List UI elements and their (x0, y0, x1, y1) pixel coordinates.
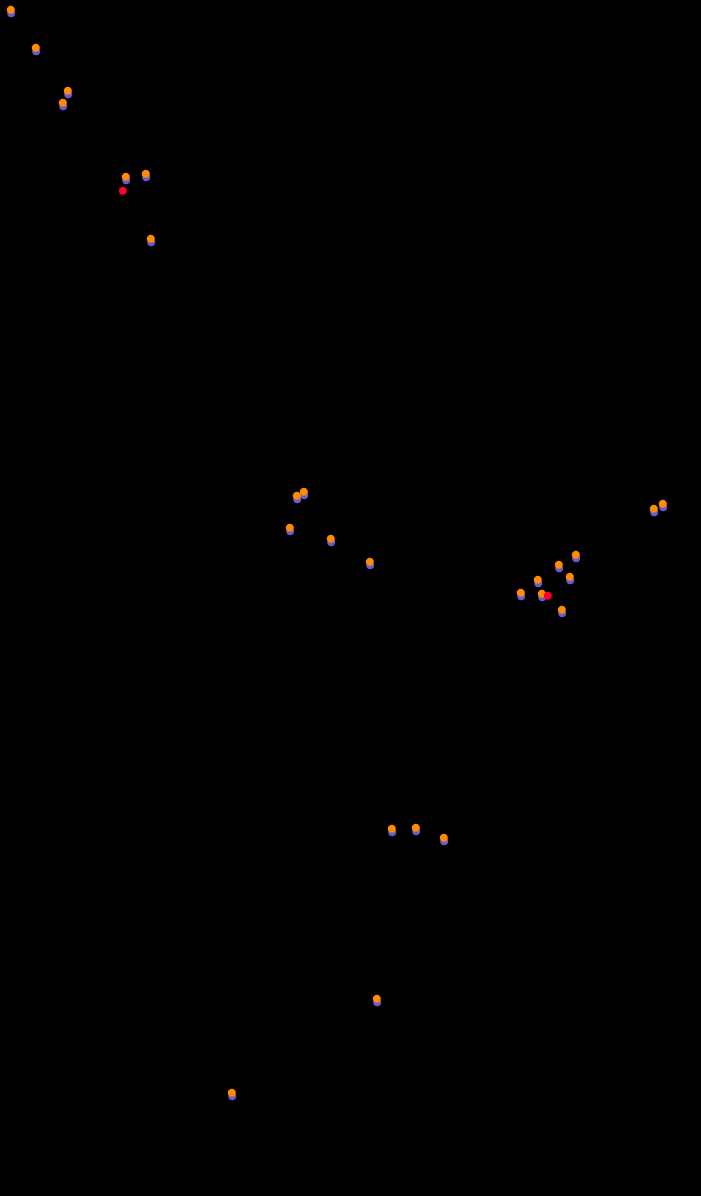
scatter-plot (0, 0, 701, 1196)
scatter-point-red (544, 592, 552, 600)
scatter-point-red (119, 187, 127, 195)
